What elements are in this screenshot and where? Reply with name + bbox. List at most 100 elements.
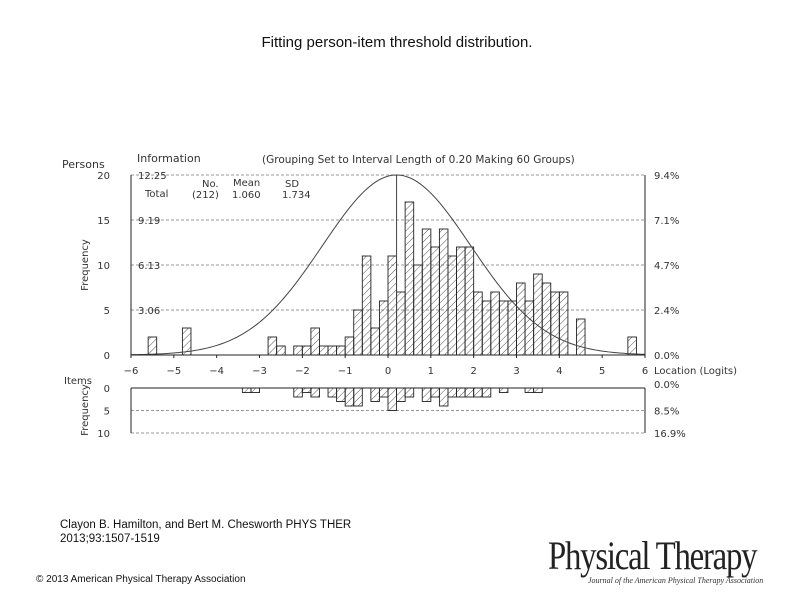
persons-bar [319,345,329,356]
persons-percent-tick-label: 9.4% [654,171,679,182]
persons-bar [361,255,372,356]
items-bar [456,387,466,398]
stats-total-label: Total [144,189,168,200]
grouping-label: (Grouping Set to Interval Length of 0.20… [262,154,575,166]
x-tick-label: −3 [252,366,267,377]
persons-bar [464,246,475,356]
persons-bar [447,255,457,356]
persons-bar [336,345,346,356]
items-bar [438,387,449,407]
x-tick-label: 5 [599,366,605,377]
persons-y-tick-label: 15 [97,216,110,227]
threshold-distribution-chart: Persons Information (Grouping Set to Int… [62,152,737,440]
persons-bar [421,228,432,356]
items-bar [481,387,492,398]
persons-bar [516,282,526,356]
x-tick-label: −1 [338,366,353,377]
persons-percent-tick-label: 0.0% [654,351,679,362]
stats-mean-value: 1.060 [232,190,261,201]
persons-label: Persons [62,158,105,171]
items-bar [404,387,415,398]
items-bar [396,387,406,402]
items-y-axis-label: Frequency [80,384,91,436]
persons-bar [344,336,355,356]
items-bar [241,387,252,393]
persons-bar [507,300,517,356]
items-percent-tick-label: 0.0% [654,380,679,391]
x-tick-label: 4 [556,366,562,377]
persons-y-axis-label: Frequency [80,239,91,291]
persons-bar [456,246,466,356]
items-percent-tick-label: 16.9% [654,429,686,440]
items-bar [524,387,535,393]
information-tick-label: 3.06 [138,306,160,317]
persons-bar [327,345,338,356]
persons-bar [147,336,158,356]
persons-bar [481,300,492,356]
logo-wordmark: Physical Therapy [548,533,758,578]
x-tick-label: 2 [470,366,476,377]
copyright: © 2013 American Physical Therapy Associa… [36,574,246,585]
x-tick-label: −5 [166,366,181,377]
stats-no-label: No. [202,179,219,190]
items-y-tick-label: 0 [104,384,110,395]
items-y-tick-label: 10 [97,429,110,440]
slide-title: Fitting person-item threshold distributi… [261,34,533,51]
x-tick-label: 3 [513,366,519,377]
information-tick-label: 9.19 [138,216,160,227]
persons-bar [267,336,278,356]
items-bar [430,387,440,398]
citation-line-2: 2013;93:1507-1519 [60,533,160,545]
persons-bar [541,282,552,356]
items-bar [533,387,543,393]
persons-bar [310,327,320,356]
x-tick-label: 1 [428,366,434,377]
persons-bar [558,291,569,356]
persons-bar [576,318,586,356]
items-bar [250,387,260,393]
information-tick-label: 12.25 [138,171,167,182]
persons-bar [378,300,389,356]
items-percent-tick-label: 8.5% [654,407,679,418]
persons-bar [293,345,303,356]
items-bar [344,387,355,407]
persons-percent-tick-label: 4.7% [654,261,679,272]
x-tick-label: 6 [642,366,648,377]
information-tick-label: 6.13 [138,261,160,272]
persons-y-tick-label: 10 [97,261,110,272]
x-tick-label: −2 [295,366,310,377]
persons-percent-tick-label: 7.1% [654,216,679,227]
items-bar [387,387,398,411]
items-bar [370,387,380,402]
items-label: Items [64,376,92,387]
persons-bar [524,300,535,356]
persons-bar [490,291,500,356]
items-bar [464,387,475,398]
citation-line-1: Clayon B. Hamilton, and Bert M. Cheswort… [60,519,352,531]
persons-bar [498,300,509,356]
items-bar [498,387,509,393]
items-bar [473,387,483,398]
information-label: Information [137,152,201,165]
stats-mean-label: Mean [233,178,260,189]
items-bar [378,387,389,398]
persons-bar [627,336,637,356]
persons-percent-tick-label: 2.4% [654,306,679,317]
persons-bar [387,255,398,356]
persons-bar [430,246,440,356]
persons-y-tick-label: 20 [97,171,110,182]
persons-bar [370,327,380,356]
x-tick-label: −4 [209,366,224,377]
items-bar [293,387,303,398]
persons-bar [404,201,415,356]
stats-sd-value: 1.734 [282,190,311,201]
x-tick-label: −6 [124,366,139,377]
persons-bar [473,291,483,356]
persons-bar [438,228,449,356]
persons-bar [396,291,406,356]
items-y-tick-label: 5 [104,407,110,418]
physical-therapy-logo: Physical Therapy Journal of the American… [548,533,788,592]
persons-y-tick-label: 5 [104,306,110,317]
normal-curve [130,174,646,356]
items-bar [353,387,363,407]
